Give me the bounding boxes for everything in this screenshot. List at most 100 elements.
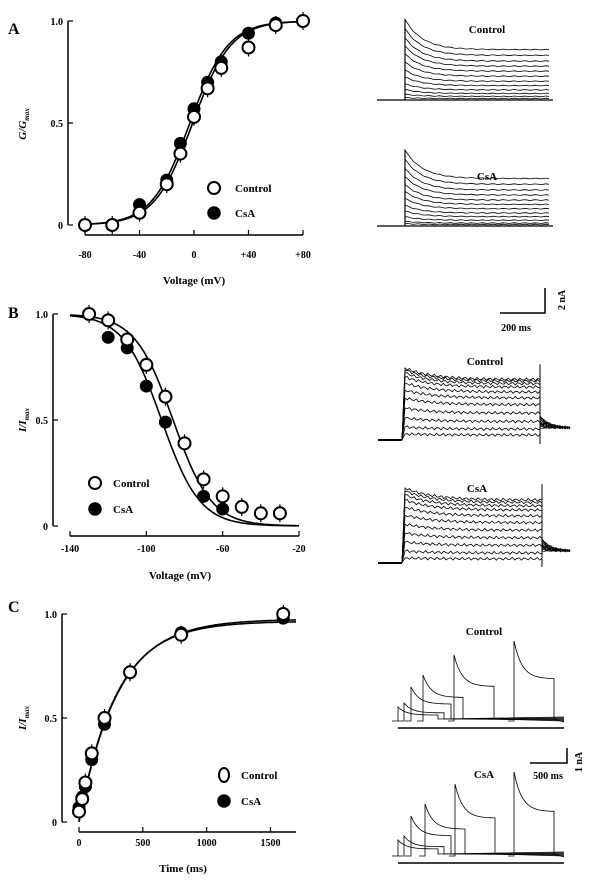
panel-c-trace-label-control: Control xyxy=(466,626,502,638)
data-point-csa xyxy=(242,26,255,40)
y-tick-label: 0.5 xyxy=(36,416,49,427)
y-tick-label: 0.5 xyxy=(51,119,64,130)
y-tick-label: 0 xyxy=(52,818,57,829)
current-trace xyxy=(508,640,565,723)
current-trace xyxy=(401,367,571,441)
current-trace xyxy=(404,27,550,100)
panel-b-ylabel-sub: max xyxy=(23,407,31,420)
data-point-control xyxy=(159,177,174,192)
y-tick-label: 0 xyxy=(43,522,48,533)
x-tick-label: -100 xyxy=(137,544,155,555)
panel-a-legend-control: Control xyxy=(235,183,271,195)
x-tick-label: -40 xyxy=(133,250,146,261)
x-tick-label: 500 xyxy=(135,838,150,849)
panel-b-axes: 0 0.5 1.0 -140 -100 -60 -20 xyxy=(36,310,306,555)
current-trace xyxy=(404,36,550,100)
current-trace xyxy=(404,220,550,226)
current-trace xyxy=(404,158,550,226)
svg-text:I/Imax: I/Imax xyxy=(17,705,31,731)
current-trace xyxy=(404,175,550,226)
panel-c-legend-control: Control xyxy=(241,770,277,782)
panel-b-ylabel-main: I/I xyxy=(17,420,29,433)
current-trace xyxy=(404,190,550,226)
data-point-control xyxy=(276,607,291,621)
data-point-csa xyxy=(158,415,172,429)
panel-c: C 0 0.5 1.0 0 500 1000 1500 Time (ms) I/Imax C… xyxy=(8,599,585,875)
panel-a-current-traces-control xyxy=(377,18,553,101)
panel-b-scale-bar: 200 ms 2 nA xyxy=(500,288,568,334)
x-tick-label: 0 xyxy=(77,838,82,849)
current-trace xyxy=(404,93,550,100)
panel-b-ylabel: I/Imax xyxy=(17,407,31,433)
panel-a-ylabel: G/Gmax xyxy=(17,108,31,140)
data-point-control xyxy=(72,804,86,819)
panel-c-scale-bar: 500 ms 1 nA xyxy=(530,748,585,782)
panel-a: A 0 0.5 1.0 -80 -40 0 +40 +80 Voltage (mV) G/Gm… xyxy=(8,12,553,287)
data-point-control xyxy=(101,313,116,328)
scale-bar-lines xyxy=(530,748,568,764)
current-trace xyxy=(404,83,550,100)
current-trace xyxy=(404,183,550,226)
panel-b-legend-control: Control xyxy=(113,478,149,490)
data-point-control xyxy=(78,775,93,790)
panel-c-xlabel: Time (ms) xyxy=(159,863,207,875)
panel-c-current-traces-control xyxy=(392,640,565,729)
current-trace xyxy=(404,197,550,226)
panel-b-traces: Control CsA xyxy=(378,356,571,567)
data-point-control xyxy=(234,499,249,514)
data-point-control xyxy=(272,506,287,521)
data-point-control xyxy=(200,81,215,96)
panel-a-ylabel-sub: max xyxy=(23,108,31,121)
panel-c-legend-csa: CsA xyxy=(241,796,261,808)
legend-filled-circle-icon xyxy=(88,502,102,516)
panel-b-current-traces-control xyxy=(378,364,571,444)
current-trace xyxy=(508,771,565,858)
current-trace xyxy=(404,210,550,226)
data-point-control xyxy=(268,18,283,33)
x-tick-label: -80 xyxy=(78,250,91,261)
panel-c-trace-label-csa: CsA xyxy=(474,769,494,781)
panel-a-points xyxy=(78,12,310,234)
y-tick-label: 0 xyxy=(58,221,63,232)
data-point-csa xyxy=(101,330,115,344)
current-trace xyxy=(404,167,550,226)
data-point-control xyxy=(174,627,189,642)
data-point-control xyxy=(97,711,112,725)
current-trace xyxy=(398,701,565,722)
data-point-control xyxy=(241,40,256,55)
x-tick-label: 0 xyxy=(192,250,197,261)
current-trace xyxy=(448,654,565,722)
panel-a-plot: 0 0.5 1.0 -80 -40 0 +40 +80 Voltage (mV) G/Gmax… xyxy=(17,12,311,287)
panel-c-traces: Control CsA xyxy=(392,626,565,864)
y-tick-label: 1.0 xyxy=(36,310,49,321)
x-tick-label: -60 xyxy=(216,544,229,555)
y-tick-label: 0.5 xyxy=(45,714,58,725)
panel-b-plot: 0 0.5 1.0 -140 -100 -60 -20 Voltage (mV) I/Ima… xyxy=(17,305,306,582)
current-trace xyxy=(401,426,571,441)
data-point-control xyxy=(139,357,154,372)
panel-c-ylabel-main: I/I xyxy=(17,718,29,731)
data-point-control xyxy=(84,746,99,761)
x-tick-label: 1000 xyxy=(197,838,217,849)
panel-c-current-traces-csa xyxy=(392,771,565,864)
legend-open-circle-icon xyxy=(88,476,102,490)
current-trace xyxy=(404,45,550,100)
current-trace xyxy=(404,76,550,100)
data-point-control xyxy=(123,665,138,680)
data-point-control xyxy=(82,307,97,321)
data-point-control xyxy=(158,389,173,404)
panel-a-xlabel: Voltage (mV) xyxy=(163,275,226,287)
data-point-control xyxy=(173,146,188,161)
data-point-control xyxy=(120,332,135,347)
data-point-control xyxy=(177,436,192,451)
panel-a-ylabel-main: G/G xyxy=(17,121,29,140)
data-point-control xyxy=(78,218,92,232)
panel-c-plot: 0 0.5 1.0 0 500 1000 1500 Time (ms) I/Imax Con… xyxy=(17,605,296,875)
panel-b-scale-current: 2 nA xyxy=(557,289,568,310)
panel-b-points xyxy=(82,305,287,523)
data-point-control xyxy=(105,218,120,232)
scale-bar-lines xyxy=(500,288,546,314)
current-trace xyxy=(404,222,550,226)
